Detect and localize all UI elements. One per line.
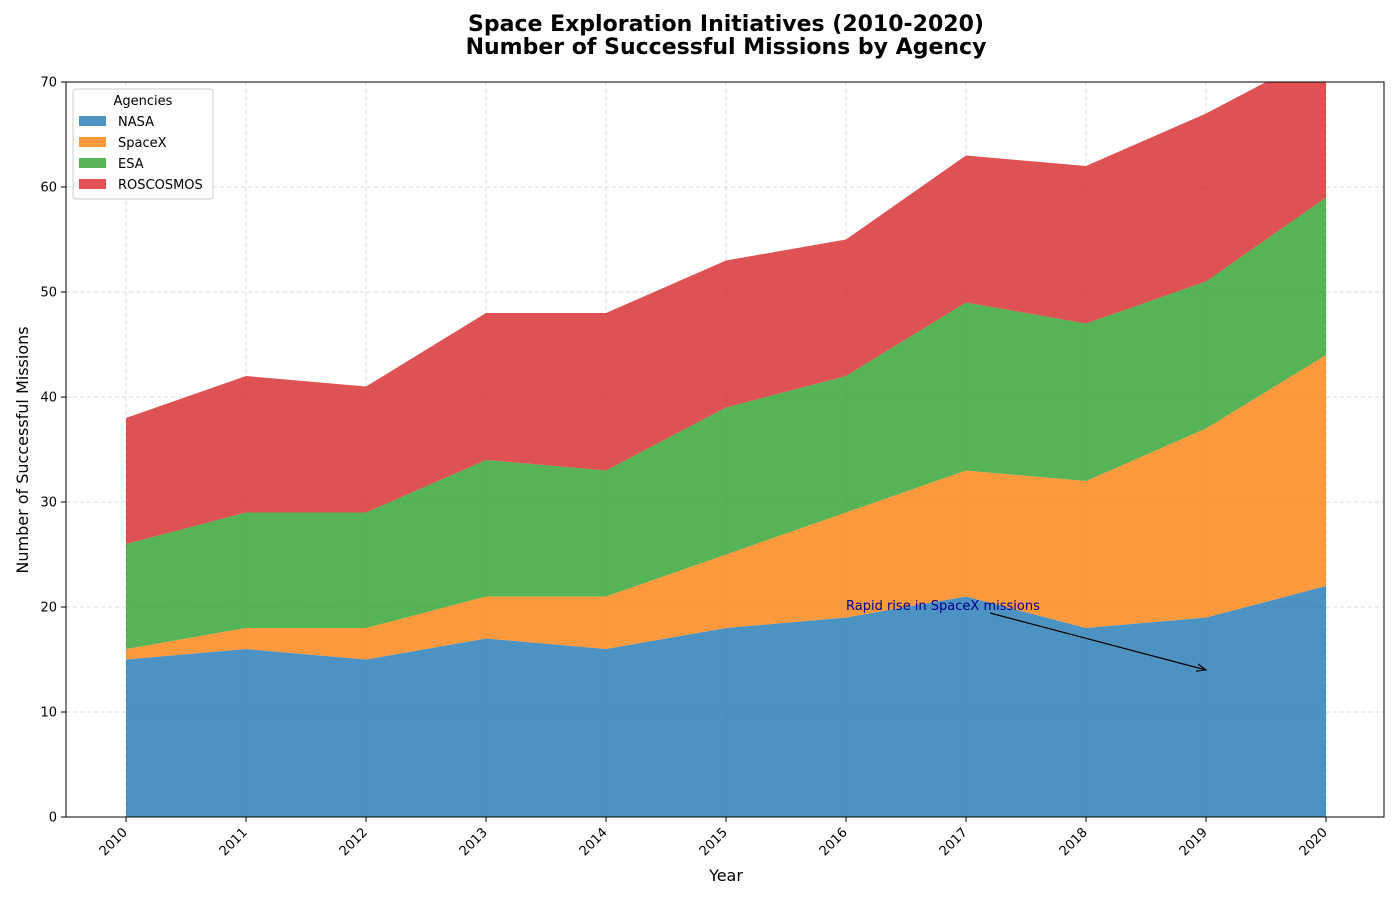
legend-swatch	[79, 137, 106, 147]
legend-label: NASA	[118, 115, 154, 130]
y-axis: 0 10 20 30 40 50 60 70	[40, 76, 66, 826]
area-series-roscosmos	[126, 82, 1326, 544]
annotation: Rapid rise in SpaceX missions	[846, 599, 1208, 672]
annotation-text: Rapid rise in SpaceX missions	[846, 599, 1040, 614]
y-tick-label: 10	[40, 706, 57, 721]
x-tick-label: 2016	[817, 825, 851, 859]
y-tick-label: 0	[49, 811, 57, 826]
area-series-spacex	[126, 355, 1326, 660]
legend-title: Agencies	[114, 94, 173, 109]
legend-swatch	[79, 116, 106, 126]
x-tick-label: 2010	[97, 825, 131, 859]
annotation-arrowhead	[1195, 663, 1208, 672]
x-tick-label: 2013	[457, 825, 491, 859]
chart-title: Space Exploration Initiatives (2010-2020…	[468, 12, 984, 37]
x-tick-label: 2017	[937, 825, 971, 859]
y-axis-label: Number of Successful Missions	[13, 326, 32, 573]
x-tick-label: 2020	[1297, 825, 1331, 859]
legend-label: ESA	[118, 157, 144, 172]
x-tick-label: 2012	[337, 825, 371, 859]
x-axis: 2010 2011 2012 2013 2014 2015 2016 2017 2018 2019…	[97, 817, 1331, 859]
y-tick-label: 50	[40, 286, 57, 301]
area-series-esa	[126, 197, 1326, 649]
y-tick-label: 70	[40, 76, 57, 91]
x-tick-label: 2014	[577, 825, 611, 859]
legend-label: ROSCOSMOS	[118, 178, 203, 193]
y-tick-label: 60	[40, 181, 57, 196]
x-tick-label: 2011	[217, 825, 251, 859]
x-tick-label: 2018	[1057, 825, 1091, 859]
chart-subtitle: Number of Successful Missions by Agency	[466, 35, 987, 60]
x-tick-label: 2015	[697, 825, 731, 859]
legend-swatch	[79, 158, 106, 168]
legend: Agencies NASA SpaceX ESA ROSCOSMOS	[72, 88, 214, 200]
legend-box	[72, 88, 214, 200]
x-axis-label: Year	[708, 866, 743, 885]
stacked-areas	[126, 82, 1326, 817]
y-tick-label: 40	[40, 391, 57, 406]
legend-swatch	[79, 179, 106, 189]
annotation-arrow	[989, 612, 1207, 671]
legend-label: SpaceX	[118, 136, 167, 151]
y-tick-label: 20	[40, 601, 57, 616]
x-tick-label: 2019	[1177, 825, 1211, 859]
legend-items: NASA SpaceX ESA ROSCOSMOS	[79, 115, 203, 193]
area-series-nasa	[126, 586, 1326, 817]
plot-frame	[65, 81, 1385, 818]
y-tick-label: 30	[40, 496, 57, 511]
